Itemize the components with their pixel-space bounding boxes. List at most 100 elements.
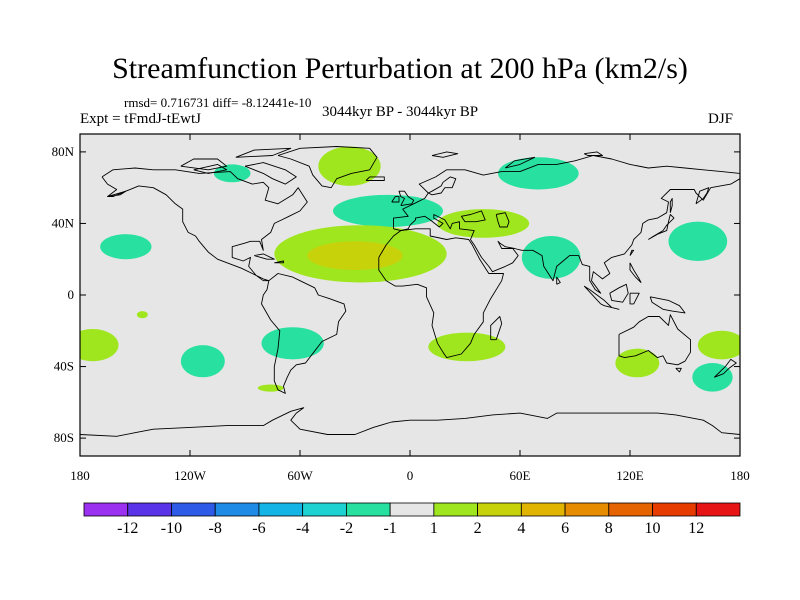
coastline-canadian-arctic xyxy=(180,158,228,171)
y-tick-label-4: 80S xyxy=(54,430,74,445)
colorbar-bin-14 xyxy=(695,502,741,517)
anomaly-patch-12 xyxy=(180,345,225,378)
coastline-severnaya xyxy=(583,151,603,156)
y-tick-label-2: 0 xyxy=(68,287,75,302)
coastline-new-zealand xyxy=(713,358,737,378)
x-tick-label-0: 180 xyxy=(70,468,90,483)
colorbar-label-6: -1 xyxy=(383,520,396,537)
coastline-alaska-pen xyxy=(107,190,127,198)
colorbar-bin-2 xyxy=(171,502,216,517)
colorbar-label-2: -8 xyxy=(209,520,222,537)
coastline-black-caspian xyxy=(460,210,486,223)
coastline-kamchatka xyxy=(695,187,710,205)
experiment-label: Expt = tFmdJ-tEwtJ xyxy=(80,111,201,127)
coastline-caspian xyxy=(495,212,510,228)
anomaly-patch-17 xyxy=(697,330,740,360)
anomaly-patch-6 xyxy=(307,241,403,270)
anomaly-patch-4 xyxy=(100,234,152,260)
chart-title: Streamfunction Perturbation at 200 hPa (… xyxy=(112,52,688,85)
coastline-baffin xyxy=(244,162,297,185)
coastline-north-america xyxy=(101,167,308,282)
x-tick-label-3: 0 xyxy=(407,468,414,483)
colorbar-bin-13 xyxy=(652,502,697,517)
stats-label: rmsd= 0.716731 diff= -8.12441e-10 xyxy=(124,95,312,110)
colorbar-bin-4 xyxy=(258,502,304,517)
coastline-antarctica xyxy=(80,407,740,437)
colorbar-bin-12 xyxy=(608,502,653,517)
coastline-eurasia xyxy=(393,155,740,229)
colorbar-label-11: 8 xyxy=(605,520,613,537)
coastline-victoria-island xyxy=(193,163,228,174)
x-tick-label-5: 120E xyxy=(616,468,644,483)
coastline-sakhalin xyxy=(669,197,673,213)
coastline-novaya-zemlya xyxy=(505,156,536,169)
coastline-new-guinea xyxy=(649,296,686,314)
colorbar-label-8: 2 xyxy=(474,520,482,537)
coastline-philippines xyxy=(629,262,642,283)
anomaly-patch-16 xyxy=(615,348,660,378)
coastline-greenland xyxy=(277,146,378,189)
period-label: 3044kyr BP - 3044kyr BP xyxy=(322,104,479,120)
coastline-sri-lanka xyxy=(556,276,561,285)
colorbar-label-1: -10 xyxy=(161,520,182,537)
coastline-uk xyxy=(398,190,415,207)
anomaly-patch-10 xyxy=(80,328,119,362)
colorbar-label-0: -12 xyxy=(117,520,138,537)
anomaly-patch-18 xyxy=(692,362,733,392)
colorbar-bin-5 xyxy=(302,502,347,517)
colorbar-label-5: -2 xyxy=(340,520,353,537)
colorbar-label-9: 4 xyxy=(517,520,525,537)
x-tick-label-6: 180 xyxy=(730,468,750,483)
map-background xyxy=(80,134,740,456)
x-tick-label-1: 120W xyxy=(174,468,207,483)
coastline-borneo xyxy=(609,283,629,303)
anomaly-patch-14 xyxy=(257,384,284,392)
anomaly-patch-8 xyxy=(521,235,581,279)
colorbar: -12 -10 -8 -6 -4 -2 -1 1 2 4 6 8 10 12 xyxy=(83,502,741,537)
colorbar-label-10: 6 xyxy=(561,520,569,537)
coastline-asia-south xyxy=(393,178,740,294)
colorbar-label-4: -4 xyxy=(296,520,309,537)
coastline-iceland xyxy=(365,176,385,181)
x-tick-label-4: 60E xyxy=(510,468,531,483)
colorbar-bin-1 xyxy=(127,502,172,517)
coastline-ellesmere xyxy=(235,147,292,158)
colorbar-bin-11 xyxy=(564,502,610,517)
coastline-south-america xyxy=(261,273,347,394)
colorbar-bin-7 xyxy=(389,502,435,517)
anomaly-patch-1 xyxy=(318,146,381,186)
colorbar-bin-8 xyxy=(433,502,479,517)
colorbar-bin-3 xyxy=(214,502,260,517)
y-tick-label-3: 40S xyxy=(54,359,74,374)
coastline-madagascar xyxy=(490,316,503,341)
colorbar-label-3: -6 xyxy=(252,520,265,537)
colorbar-label-12: 10 xyxy=(645,520,661,537)
coastline-cuba-caribbean xyxy=(254,253,275,260)
anomaly-patch-3 xyxy=(333,194,443,228)
colorbar-bin-10 xyxy=(520,502,566,517)
anomaly-patch-9 xyxy=(668,221,728,262)
coastline-japan xyxy=(648,214,675,240)
coastline-africa xyxy=(378,228,504,359)
anomaly-patch-11 xyxy=(136,311,148,319)
colorbar-label-13: 12 xyxy=(688,520,704,537)
coastline-sulawesi-philippines xyxy=(629,292,640,305)
coastline-hispaniola xyxy=(274,260,284,264)
coastline-layer xyxy=(80,146,740,437)
anomaly-patch-7 xyxy=(437,209,530,238)
colorbar-bin-6 xyxy=(345,502,391,517)
axis-layer: 180 120W 60W 0 60E 120E 180 80N 40N 0 40S 80S xyxy=(52,134,750,483)
colorbar-bin-9 xyxy=(477,502,522,517)
season-label: DJF xyxy=(708,111,734,127)
coastline-australia xyxy=(618,314,691,366)
colorbar-bin-0 xyxy=(83,502,129,517)
anomaly-patch-13 xyxy=(261,327,324,360)
coastline-tasmania xyxy=(675,367,682,373)
coastline-taiwan xyxy=(629,249,635,256)
coastline-svalbard xyxy=(431,151,459,158)
coastline-ireland xyxy=(391,196,400,203)
coastline-sumatra-java xyxy=(583,285,620,310)
x-tick-label-2: 60W xyxy=(287,468,313,483)
colorbar-label-7: 1 xyxy=(430,520,438,537)
